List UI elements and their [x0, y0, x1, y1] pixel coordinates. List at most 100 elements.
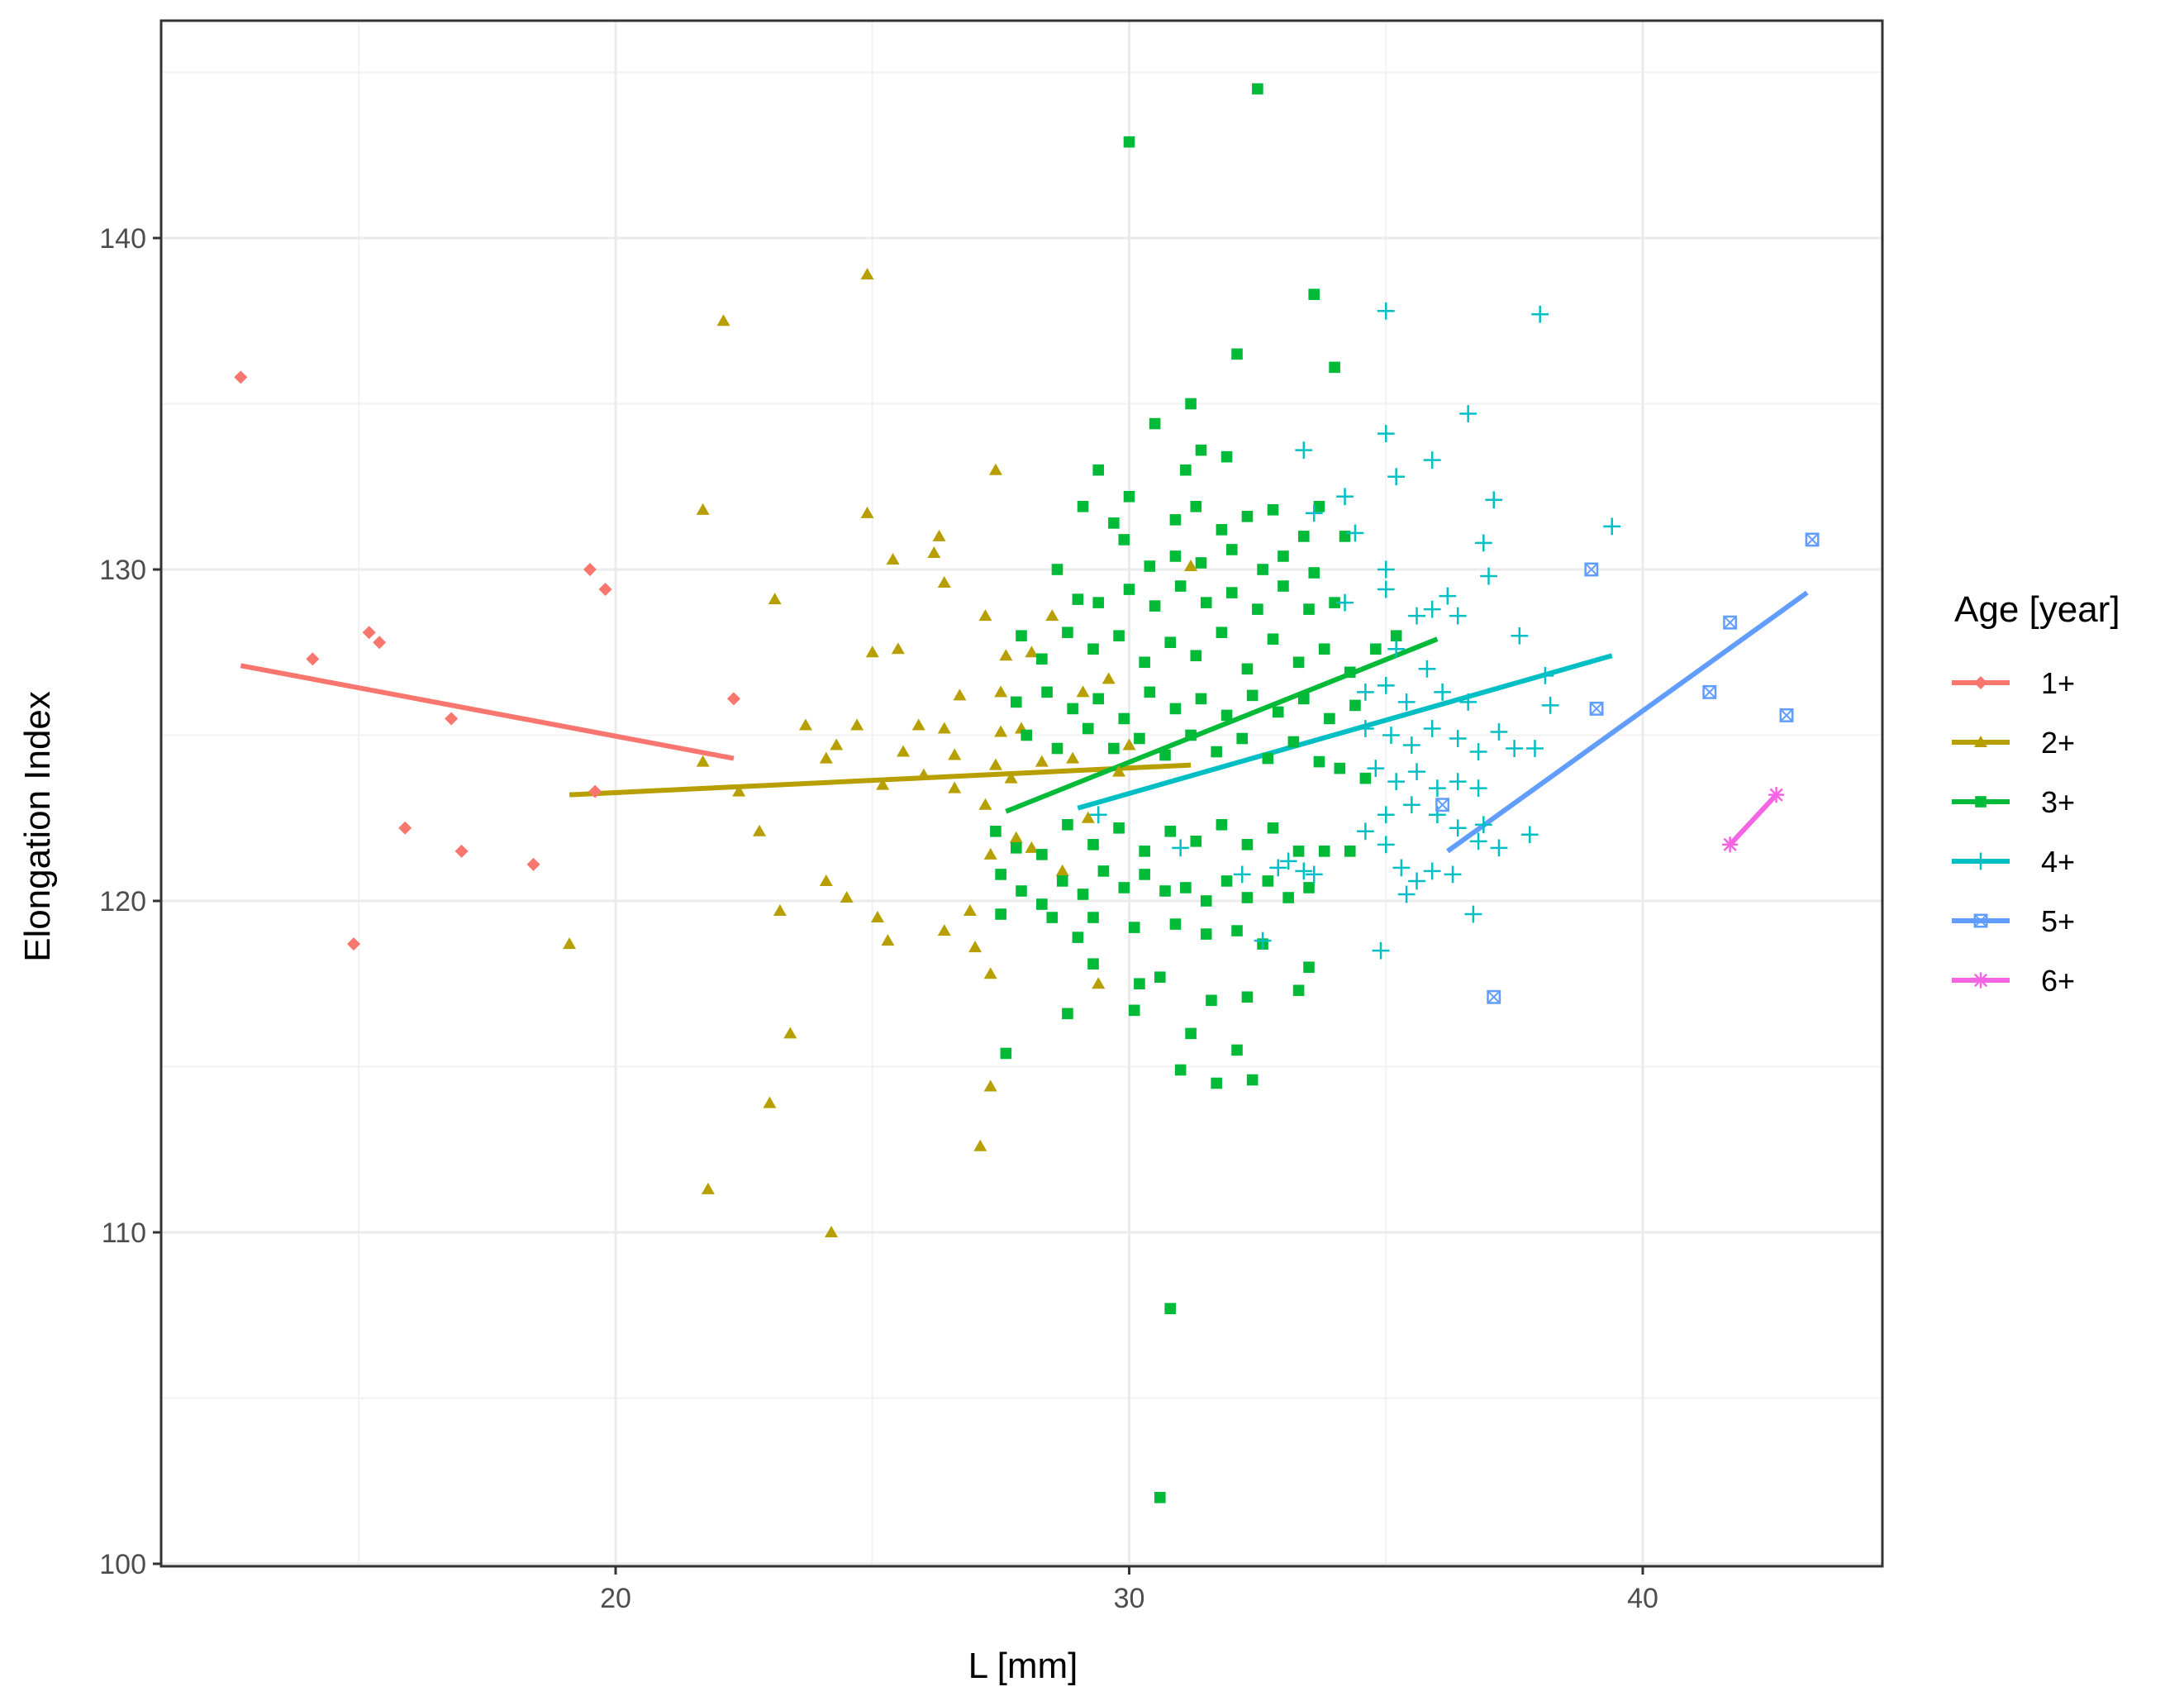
data-point-age-5plus	[1723, 615, 1738, 630]
data-point-age-2plus	[773, 904, 787, 917]
data-point-age-2plus	[937, 576, 951, 588]
data-point-age-2plus	[948, 748, 962, 760]
data-point-age-4plus	[1397, 693, 1416, 711]
data-point-age-2plus	[825, 1226, 839, 1237]
data-point-age-4plus	[1603, 517, 1621, 536]
data-point-age-3plus	[1036, 653, 1048, 665]
data-point-age-4plus	[1279, 852, 1297, 870]
data-point-age-3plus	[1108, 742, 1120, 755]
data-point-age-3plus	[1267, 822, 1279, 834]
data-point-age-4plus	[1469, 832, 1487, 850]
data-point-age-3plus	[1241, 839, 1254, 850]
data-point-age-3plus	[1149, 417, 1161, 430]
data-point-age-3plus	[1185, 398, 1197, 410]
data-point-age-3plus	[1272, 706, 1284, 718]
data-point-age-3plus	[1267, 633, 1279, 646]
data-point-age-3plus	[1308, 288, 1320, 300]
data-point-age-4plus	[1295, 441, 1313, 460]
data-point-age-4plus	[1449, 773, 1467, 791]
data-point-age-2plus	[830, 738, 844, 750]
data-point-age-2plus	[783, 1027, 797, 1039]
data-point-age-4plus	[1469, 779, 1487, 798]
data-point-age-3plus	[1123, 136, 1135, 148]
data-point-age-3plus	[1334, 762, 1346, 774]
data-point-age-3plus	[1134, 732, 1145, 745]
data-point-age-2plus	[1009, 831, 1023, 843]
data-point-age-3plus	[1154, 971, 1166, 984]
data-point-age-4plus	[1449, 819, 1467, 837]
data-point-age-1plus	[598, 583, 612, 597]
data-point-age-1plus	[373, 636, 387, 650]
data-point-age-3plus	[1267, 504, 1279, 516]
data-point-age-3plus	[1220, 709, 1233, 722]
data-point-age-2plus	[1102, 672, 1116, 684]
y-tick-label: 130	[99, 555, 146, 586]
x-axis-ticks: 20 30 40	[600, 1566, 1658, 1614]
data-point-age-3plus	[1144, 686, 1156, 698]
data-point-age-2plus	[732, 784, 746, 797]
data-point-age-3plus	[1220, 450, 1233, 463]
data-point-age-3plus	[1329, 361, 1340, 374]
data-point-age-4plus	[1449, 730, 1467, 747]
data-point-age-2plus	[1184, 559, 1198, 571]
data-point-age-3plus	[1318, 846, 1330, 857]
data-point-age-2plus	[932, 529, 946, 541]
data-point-age-3plus	[1164, 1303, 1177, 1315]
data-point-age-3plus	[1231, 925, 1243, 936]
data-point-age-3plus	[1344, 846, 1356, 857]
data-point-age-3plus	[1241, 663, 1254, 675]
data-point-age-4plus	[1474, 816, 1492, 834]
data-point-age-2plus	[876, 778, 890, 790]
data-point-age-2plus	[763, 1096, 777, 1108]
data-point-age-3plus	[1128, 922, 1140, 933]
data-point-age-3plus	[1298, 531, 1310, 542]
data-point-age-2plus	[1055, 864, 1069, 876]
data-point-age-3plus	[1190, 501, 1202, 512]
data-point-age-1plus	[526, 857, 540, 871]
data-point-age-3plus	[1118, 882, 1130, 893]
data-point-age-4plus	[1536, 666, 1554, 684]
data-point-age-3plus	[1036, 898, 1048, 910]
fit-line-age-4plus	[1077, 653, 1613, 811]
data-point-age-2plus	[753, 824, 767, 836]
data-point-age-3plus	[1092, 693, 1105, 705]
data-point-age-3plus	[1021, 729, 1032, 741]
data-point-age-3plus	[1226, 544, 1238, 555]
data-point-age-4plus	[1402, 796, 1420, 814]
data-point-age-3plus	[1303, 603, 1315, 615]
data-point-age-2plus	[819, 751, 833, 764]
legend: 1+ 2+ 3+ 4+ 5+ 6+	[1952, 666, 2075, 998]
data-point-age-2plus	[1122, 738, 1136, 750]
data-point-age-3plus	[1185, 729, 1197, 741]
data-point-age-1plus	[454, 844, 469, 858]
data-point-age-2plus	[911, 718, 925, 731]
data-point-age-4plus	[1408, 607, 1425, 625]
data-point-age-3plus	[1128, 1004, 1140, 1017]
data-point-age-4plus	[1520, 826, 1539, 844]
data-point-age-3plus	[1108, 517, 1120, 529]
data-point-age-4plus	[1377, 425, 1395, 442]
data-point-age-4plus	[1423, 720, 1441, 737]
data-point-age-3plus	[1067, 703, 1078, 715]
data-point-age-3plus	[1016, 885, 1027, 897]
data-point-age-3plus	[1164, 825, 1177, 837]
data-point-age-2plus	[870, 911, 884, 923]
data-point-age-3plus	[1246, 1074, 1259, 1086]
data-point-age-2plus	[937, 924, 951, 936]
data-point-age-3plus	[1097, 865, 1110, 877]
data-point-age-2plus	[1045, 609, 1059, 622]
plot-panel-border	[159, 19, 1884, 1568]
data-point-age-4plus	[1434, 683, 1452, 701]
data-point-age-3plus	[1287, 736, 1300, 748]
data-point-age-1plus	[445, 712, 459, 726]
data-point-age-3plus	[1123, 490, 1135, 503]
legend-label-age-6plus: 6+	[2041, 964, 2075, 998]
data-point-age-4plus	[1449, 607, 1467, 625]
data-point-age-3plus	[1134, 978, 1145, 990]
data-point-age-3plus	[1278, 550, 1289, 562]
data-point-age-4plus	[1408, 872, 1425, 890]
data-point-age-2plus	[860, 268, 874, 280]
data-point-age-6plus	[1722, 836, 1739, 853]
x-axis-title: L [mm]	[968, 1646, 1078, 1686]
data-point-age-3plus	[995, 869, 1006, 880]
